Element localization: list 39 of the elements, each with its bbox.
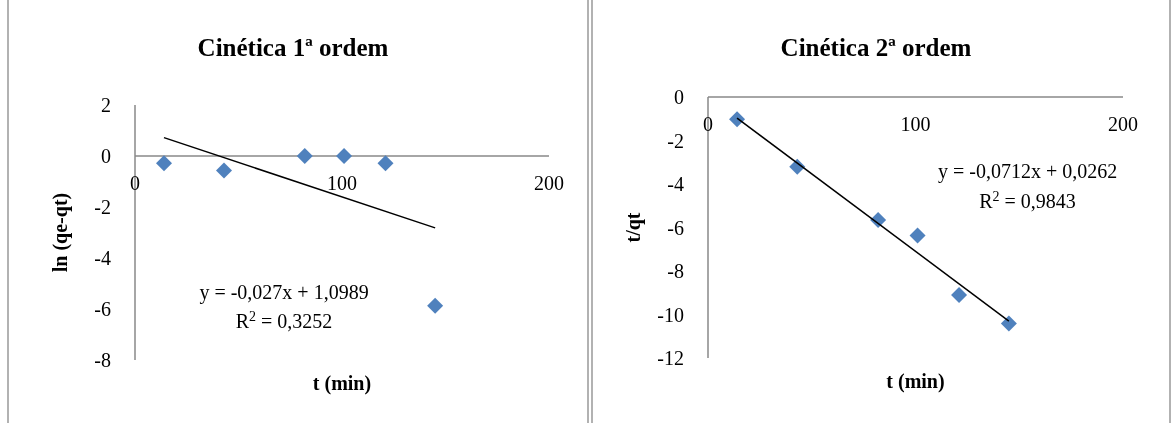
point [1000,315,1017,332]
x-axis-title: t (min) [312,372,372,395]
y-axis-title: ln (qe-qt) [49,192,72,273]
y-tick-label: -10 [657,303,684,326]
y-tick-label: -4 [667,173,684,195]
y-tick-label: 0 [101,145,111,167]
x-tick-label: 200 [1108,113,1138,135]
x-axis-title: t (min) [886,370,945,393]
y-tick-label: -8 [667,260,684,282]
y-tick-label: -6 [667,216,684,239]
y-tick-label: -12 [657,347,684,369]
y-tick-label: 2 [101,94,111,116]
point [155,155,172,172]
point [427,297,444,314]
point [296,148,313,164]
chart-title: Cinética 2ª ordem [780,34,972,61]
annotation: R$^{2}$ = 0,9843 [979,188,1076,212]
point [336,148,353,164]
point [377,155,394,172]
y-tick-label: -2 [667,129,684,152]
y-tick-label: -2 [94,196,111,218]
annotation: y = -0,027x + 1,0989 [199,280,369,304]
point [729,111,746,128]
annotation: y = -0,0712x + 0,0262 [937,159,1118,183]
point [951,286,968,303]
x-tick-label: 0 [703,113,713,135]
annotation: R$^{2}$ = 0,3252 [235,308,333,333]
y-tick-label: -4 [94,247,111,269]
point [216,162,233,179]
x-tick-label: 0 [130,172,140,194]
y-tick-label: -6 [94,298,111,320]
x-tick-label: 200 [534,172,564,194]
point [909,227,926,244]
y-tick-label: 0 [674,86,684,108]
y-tick-label: -8 [94,349,111,371]
y-axis-title: t/qt [622,212,645,243]
x-tick-label: 100 [900,113,931,135]
x-tick-label: 100 [327,172,357,194]
chart-title: Cinética 1ª ordem [197,34,389,61]
